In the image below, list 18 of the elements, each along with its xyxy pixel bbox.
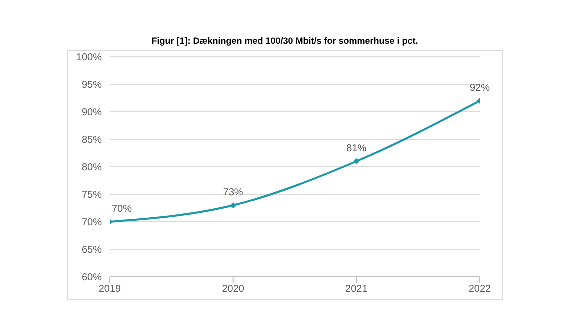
y-tick-label: 90% <box>82 108 102 119</box>
x-tick-label: 2020 <box>222 284 245 296</box>
data-label: 92% <box>470 83 490 94</box>
y-tick-label: 80% <box>82 162 102 174</box>
y-tick-label: 60% <box>82 272 102 284</box>
data-label: 73% <box>223 188 244 198</box>
chart-title: Figur [1]: Dækningen med 100/30 Mbit/s for sommerhuse i pct. <box>150 36 420 48</box>
data-label: 70% <box>112 204 132 215</box>
y-tick-label: 100% <box>76 52 102 64</box>
y-tick-label: 95% <box>82 80 102 92</box>
y-tick-label: 65% <box>82 245 102 256</box>
x-tick-label: 2019 <box>98 284 122 296</box>
data-label: 81% <box>346 144 367 154</box>
x-tick-label: 2021 <box>346 284 368 296</box>
y-tick-label: 85% <box>82 135 102 146</box>
x-tick-label: 2022 <box>468 284 492 296</box>
y-tick-label: 70% <box>82 218 102 229</box>
y-tick-label: 75% <box>82 190 102 202</box>
